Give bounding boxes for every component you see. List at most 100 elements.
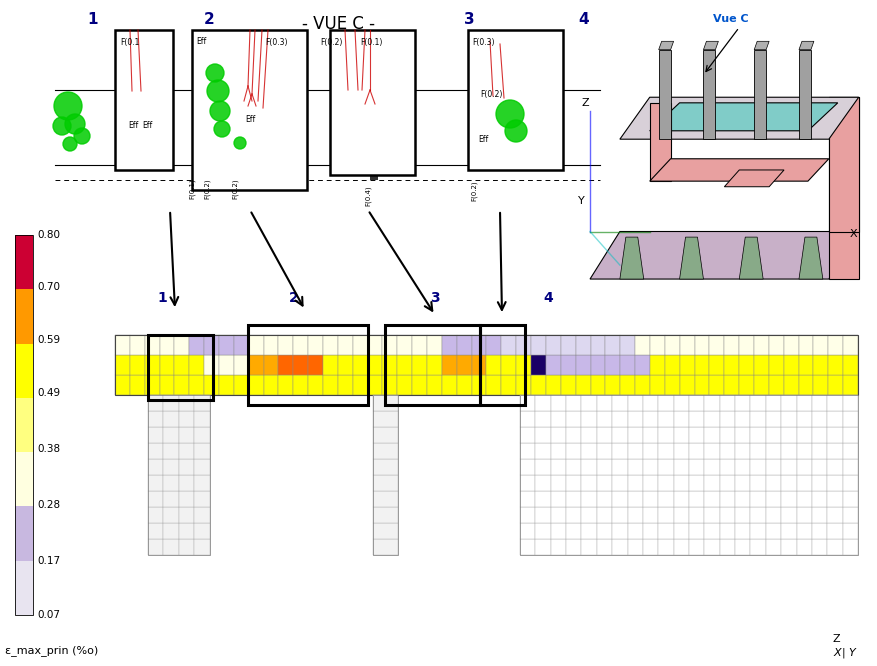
Bar	[441, 335, 456, 355]
Bar	[673, 443, 688, 459]
Bar	[308, 355, 323, 375]
Bar	[649, 375, 664, 395]
Bar	[798, 50, 810, 139]
Bar	[703, 459, 719, 475]
Bar	[765, 523, 781, 539]
Bar	[148, 459, 163, 475]
Bar	[486, 355, 501, 375]
Bar	[658, 523, 673, 539]
Bar	[163, 539, 179, 555]
Bar	[642, 411, 658, 427]
Bar	[550, 427, 566, 443]
Bar	[535, 443, 550, 459]
Bar	[783, 335, 798, 355]
Bar	[426, 375, 441, 395]
Polygon shape	[753, 41, 768, 50]
Bar	[627, 395, 642, 411]
Text: F(0.2): F(0.2)	[232, 178, 238, 198]
Bar	[719, 507, 734, 523]
Text: F(0.2): F(0.2)	[480, 91, 502, 99]
Bar	[753, 375, 768, 395]
Bar	[673, 411, 688, 427]
Bar	[812, 355, 827, 375]
Bar	[15, 289, 33, 344]
Bar	[308, 375, 323, 395]
Bar	[145, 335, 160, 355]
Bar	[486, 335, 501, 355]
Bar	[765, 427, 781, 443]
Bar	[15, 452, 33, 506]
Bar	[673, 507, 688, 523]
Bar	[753, 355, 768, 375]
Bar	[590, 335, 604, 355]
Text: X: X	[832, 648, 839, 658]
Bar	[278, 355, 293, 375]
Bar	[248, 355, 263, 375]
Bar	[535, 523, 550, 539]
Text: F(0.2): F(0.2)	[203, 178, 210, 198]
Bar	[811, 507, 826, 523]
Bar	[673, 475, 688, 491]
Bar	[765, 539, 781, 555]
Bar	[642, 427, 658, 443]
Bar	[781, 507, 795, 523]
Bar	[148, 335, 213, 400]
Bar	[703, 427, 719, 443]
Polygon shape	[589, 232, 858, 279]
Bar	[811, 443, 826, 459]
Bar	[724, 375, 738, 395]
Bar	[293, 375, 308, 395]
Bar	[842, 335, 857, 355]
Bar	[673, 523, 688, 539]
Bar	[765, 443, 781, 459]
Bar	[411, 335, 426, 355]
Bar	[611, 443, 627, 459]
Bar	[734, 539, 750, 555]
Bar	[175, 355, 189, 375]
Text: Z: Z	[581, 98, 588, 108]
Bar	[175, 375, 189, 395]
Circle shape	[234, 137, 246, 149]
Bar	[658, 475, 673, 491]
Bar	[827, 335, 842, 355]
Bar	[765, 395, 781, 411]
Bar	[115, 30, 173, 170]
Bar	[795, 411, 811, 427]
Bar	[192, 30, 307, 190]
Bar	[535, 539, 550, 555]
Bar	[619, 375, 634, 395]
Bar	[734, 459, 750, 475]
Bar	[384, 325, 480, 405]
Bar	[175, 335, 189, 355]
Bar	[581, 475, 596, 491]
Bar	[826, 411, 842, 427]
Bar	[148, 411, 163, 427]
Bar	[560, 335, 575, 355]
Bar	[627, 475, 642, 491]
Bar	[519, 411, 535, 427]
Text: Eff: Eff	[477, 135, 488, 145]
Bar	[658, 427, 673, 443]
Text: ε_max_prin (%o): ε_max_prin (%o)	[5, 645, 98, 656]
Bar	[353, 335, 367, 355]
Bar	[278, 335, 293, 355]
Bar	[581, 539, 596, 555]
Bar	[367, 355, 382, 375]
Bar	[516, 375, 531, 395]
Bar	[373, 395, 397, 555]
Bar	[703, 507, 719, 523]
Bar	[627, 539, 642, 555]
Bar	[163, 491, 179, 507]
Bar	[163, 523, 179, 539]
Bar	[467, 30, 562, 170]
Bar	[148, 539, 163, 555]
Bar	[471, 335, 486, 355]
Bar	[293, 335, 308, 355]
Bar	[781, 523, 795, 539]
Bar	[550, 395, 566, 411]
Bar	[501, 335, 516, 355]
Text: Y: Y	[577, 196, 584, 206]
Bar	[768, 355, 783, 375]
Bar	[373, 395, 397, 411]
Bar	[795, 491, 811, 507]
